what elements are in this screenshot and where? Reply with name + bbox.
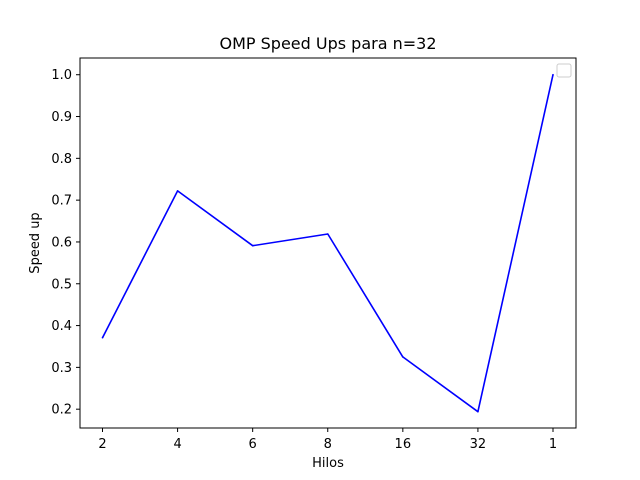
x-axis-label: Hilos [312,456,344,471]
plot-area: 0.2 0.3 0.4 0.5 0.6 0.7 0.8 0.9 1.0 2 4 6 8 16 32 1 [51,68,557,452]
y-tick-label: 0.3 [51,361,72,376]
axes-frame [79,57,577,429]
legend-frame [556,63,572,78]
x-tick-label: 1 [549,437,557,452]
y-tick-label: 0.9 [51,110,72,125]
chart-title: OMP Speed Ups para n=32 [220,34,437,53]
y-tick-label: 1.0 [51,68,72,83]
y-tick-label: 0.5 [51,277,72,292]
data-point [552,73,554,76]
y-tick-label: 0.8 [51,152,72,167]
y-axis-label: Speed up [28,212,43,273]
data-point [477,410,479,413]
y-tick-label: 0.2 [51,403,72,418]
data-point [326,233,329,235]
x-tick-label: 32 [470,437,487,452]
data-point [402,356,404,358]
y-tick-label: 0.4 [51,319,72,334]
y-tick-label: 0.6 [51,235,72,250]
x-tick-label: 2 [98,437,106,452]
data-point [251,244,254,247]
x-tick-label: 16 [395,437,412,452]
data-point [101,336,104,339]
data-point [176,190,179,192]
x-tick-label: 8 [324,437,332,452]
legend [556,63,572,78]
x-tick-label: 6 [249,437,257,452]
x-tick-label: 4 [173,437,181,452]
y-tick-label: 0.7 [51,194,72,209]
series-line [101,74,554,413]
